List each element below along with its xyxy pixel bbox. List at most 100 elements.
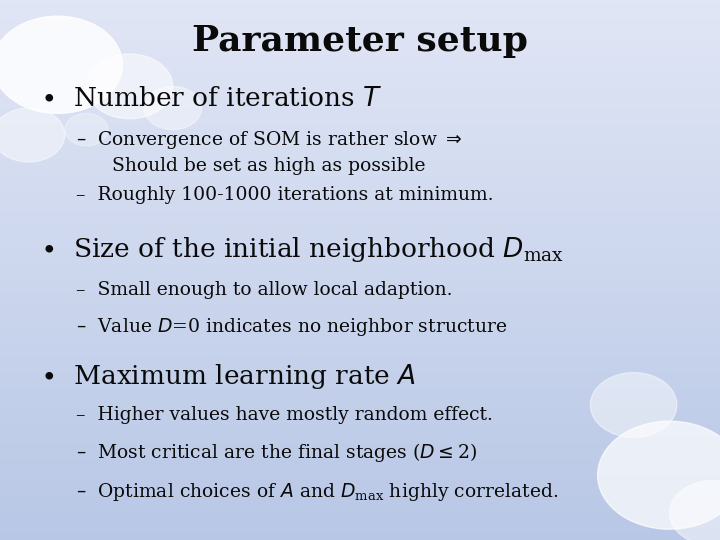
Bar bbox=[0, 230, 720, 232]
Bar bbox=[0, 486, 720, 489]
Bar bbox=[0, 265, 720, 267]
Bar bbox=[0, 386, 720, 389]
Bar bbox=[0, 146, 720, 148]
Bar bbox=[0, 138, 720, 140]
Bar bbox=[0, 454, 720, 456]
Bar bbox=[0, 192, 720, 194]
Bar bbox=[0, 243, 720, 246]
Bar bbox=[0, 500, 720, 502]
Bar bbox=[0, 57, 720, 59]
Bar bbox=[0, 292, 720, 294]
Bar bbox=[0, 348, 720, 351]
Circle shape bbox=[0, 16, 122, 113]
Bar bbox=[0, 375, 720, 378]
Bar bbox=[0, 227, 720, 229]
Circle shape bbox=[144, 86, 202, 130]
Bar bbox=[0, 513, 720, 516]
Bar bbox=[0, 510, 720, 513]
Bar bbox=[0, 481, 720, 483]
Bar bbox=[0, 197, 720, 200]
Bar bbox=[0, 124, 720, 127]
Bar bbox=[0, 494, 720, 497]
Bar bbox=[0, 294, 720, 297]
Bar bbox=[0, 189, 720, 192]
Bar bbox=[0, 464, 720, 467]
Text: $\bullet$  Maximum learning rate $\mathit{A}$: $\bullet$ Maximum learning rate $\mathit… bbox=[40, 362, 415, 391]
Bar bbox=[0, 281, 720, 284]
Bar bbox=[0, 232, 720, 235]
Bar bbox=[0, 446, 720, 448]
Bar bbox=[0, 32, 720, 35]
Bar bbox=[0, 140, 720, 143]
Bar bbox=[0, 308, 720, 310]
Bar bbox=[0, 313, 720, 316]
Bar bbox=[0, 81, 720, 84]
Bar bbox=[0, 381, 720, 383]
Bar bbox=[0, 38, 720, 40]
Bar bbox=[0, 329, 720, 332]
Bar bbox=[0, 505, 720, 508]
Bar bbox=[0, 108, 720, 111]
Circle shape bbox=[590, 373, 677, 437]
Bar bbox=[0, 97, 720, 100]
Bar bbox=[0, 70, 720, 73]
Bar bbox=[0, 73, 720, 76]
Bar bbox=[0, 235, 720, 238]
Bar bbox=[0, 402, 720, 405]
Bar bbox=[0, 40, 720, 43]
Text: –  Convergence of SOM is rather slow $\Rightarrow$
      Should be set as high a: – Convergence of SOM is rather slow $\Ri… bbox=[76, 129, 462, 175]
Bar bbox=[0, 297, 720, 300]
Bar bbox=[0, 213, 720, 216]
Bar bbox=[0, 516, 720, 518]
Bar bbox=[0, 119, 720, 122]
Bar bbox=[0, 221, 720, 224]
Bar bbox=[0, 302, 720, 305]
Bar bbox=[0, 467, 720, 470]
Circle shape bbox=[598, 421, 720, 529]
Bar bbox=[0, 43, 720, 46]
Bar bbox=[0, 116, 720, 119]
Bar bbox=[0, 238, 720, 240]
Bar bbox=[0, 0, 720, 3]
Bar bbox=[0, 122, 720, 124]
Bar bbox=[0, 86, 720, 89]
Bar bbox=[0, 224, 720, 227]
Bar bbox=[0, 278, 720, 281]
Bar bbox=[0, 8, 720, 11]
Bar bbox=[0, 532, 720, 535]
Bar bbox=[0, 389, 720, 392]
Bar bbox=[0, 521, 720, 524]
Bar bbox=[0, 51, 720, 54]
Bar bbox=[0, 526, 720, 529]
Bar bbox=[0, 289, 720, 292]
Bar bbox=[0, 22, 720, 24]
Bar bbox=[0, 410, 720, 413]
Bar bbox=[0, 437, 720, 440]
Bar bbox=[0, 105, 720, 108]
Bar bbox=[0, 135, 720, 138]
Bar bbox=[0, 316, 720, 319]
Bar bbox=[0, 270, 720, 273]
Bar bbox=[0, 405, 720, 408]
Bar bbox=[0, 100, 720, 103]
Bar bbox=[0, 251, 720, 254]
Bar bbox=[0, 143, 720, 146]
Bar bbox=[0, 103, 720, 105]
Bar bbox=[0, 424, 720, 427]
Bar bbox=[0, 30, 720, 32]
Bar bbox=[0, 92, 720, 94]
Bar bbox=[0, 275, 720, 278]
Text: $\bullet$  Number of iterations $\mathit{T}$: $\bullet$ Number of iterations $\mathit{… bbox=[40, 86, 382, 111]
Bar bbox=[0, 364, 720, 367]
Text: Parameter setup: Parameter setup bbox=[192, 24, 528, 58]
Bar bbox=[0, 111, 720, 113]
Bar bbox=[0, 483, 720, 486]
Bar bbox=[0, 286, 720, 289]
Bar bbox=[0, 478, 720, 481]
Bar bbox=[0, 497, 720, 500]
Bar bbox=[0, 16, 720, 19]
Bar bbox=[0, 448, 720, 451]
Text: –  Roughly 100-1000 iterations at minimum.: – Roughly 100-1000 iterations at minimum… bbox=[76, 186, 493, 204]
Bar bbox=[0, 335, 720, 338]
Bar bbox=[0, 59, 720, 62]
